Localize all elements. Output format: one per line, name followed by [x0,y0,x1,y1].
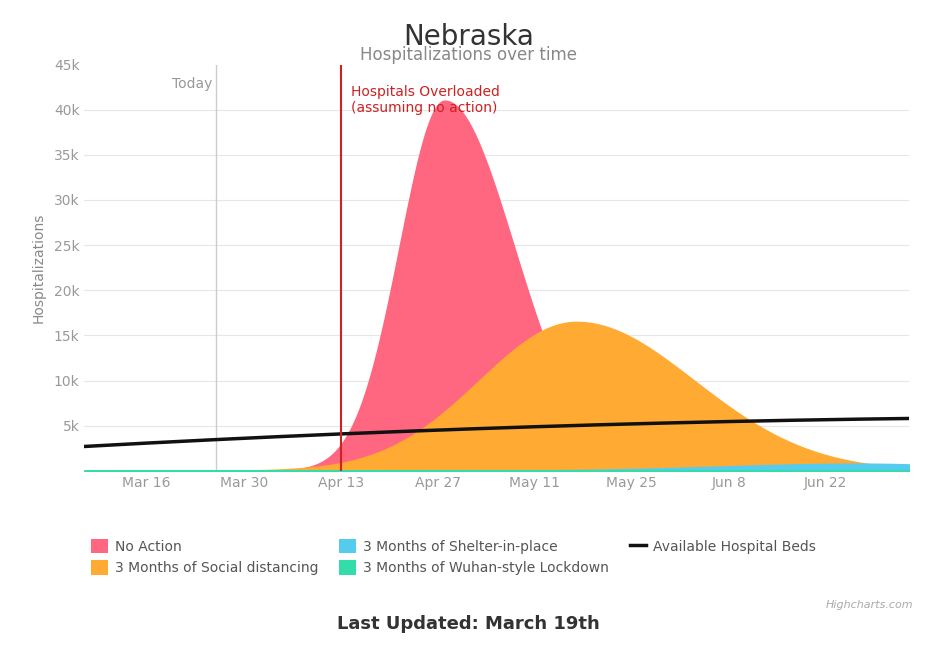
Legend: No Action, 3 Months of Social distancing, 3 Months of Shelter-in-place, 3 Months: No Action, 3 Months of Social distancing… [91,539,815,575]
Text: Last Updated: March 19th: Last Updated: March 19th [337,615,599,633]
Y-axis label: Hospitalizations: Hospitalizations [31,212,45,323]
Text: Highcharts.com: Highcharts.com [825,599,913,610]
Text: Nebraska: Nebraska [402,23,534,50]
Text: Today: Today [172,77,212,91]
Text: Hospitalizations over time: Hospitalizations over time [359,46,577,64]
Text: Hospitals Overloaded
(assuming no action): Hospitals Overloaded (assuming no action… [351,84,500,115]
